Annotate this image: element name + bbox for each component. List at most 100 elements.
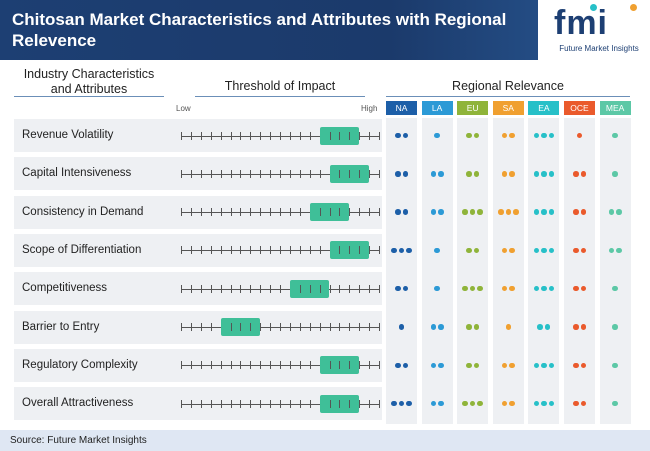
impact-tick xyxy=(240,131,242,140)
relevance-dot xyxy=(533,209,540,215)
region-column xyxy=(599,118,631,424)
impact-tick xyxy=(280,284,281,293)
relevance-dot xyxy=(398,247,405,254)
relevance-dot xyxy=(548,171,555,177)
impact-tick xyxy=(270,131,272,140)
impact-tick xyxy=(289,246,291,255)
impact-bar-tick xyxy=(349,361,351,370)
relevance-dot xyxy=(580,247,586,254)
relevance-dot xyxy=(469,400,476,407)
impact-tick xyxy=(329,284,331,293)
impact-tick xyxy=(200,208,202,217)
relevance-dot xyxy=(509,285,515,292)
impact-bar-tick xyxy=(240,323,242,331)
impact-tick xyxy=(260,284,262,293)
relevance-dot xyxy=(466,247,472,254)
region-header-ea: EA xyxy=(528,101,560,115)
relevance-dot xyxy=(434,247,440,254)
relevance-dot xyxy=(398,400,405,407)
relevance-dot xyxy=(533,285,540,292)
relevance-dots xyxy=(528,169,559,179)
logo-dot-1 xyxy=(590,4,597,11)
region-header-sa: SA xyxy=(492,101,524,115)
impact-tick xyxy=(289,361,291,370)
relevance-dot xyxy=(509,400,515,407)
relevance-dots xyxy=(493,207,524,217)
relevance-dots xyxy=(422,131,453,141)
impact-tick xyxy=(200,246,202,255)
relevance-dots xyxy=(600,169,631,179)
impact-tick xyxy=(181,323,182,331)
impact-tick xyxy=(200,131,202,140)
impact-tick xyxy=(379,169,380,178)
impact-tick xyxy=(190,399,192,408)
impact-tick xyxy=(359,361,361,370)
relevance-dot xyxy=(402,132,408,139)
impact-tick xyxy=(280,361,281,370)
impact-bar-tick xyxy=(349,399,351,408)
relevance-dots xyxy=(493,284,524,294)
relevance-dots xyxy=(493,169,524,179)
relevance-dot xyxy=(466,362,472,369)
impact-tick xyxy=(240,246,242,255)
relevance-dot xyxy=(498,209,504,215)
relevance-dot xyxy=(513,209,519,215)
relevance-dot xyxy=(505,324,512,330)
row-label: Consistency in Demand xyxy=(22,205,144,218)
region-header-oce: OCE xyxy=(564,101,595,115)
impact-bar-tick xyxy=(250,323,252,331)
region-column xyxy=(457,118,489,424)
impact-tick xyxy=(359,323,361,331)
region-column xyxy=(492,118,524,424)
relevance-dots xyxy=(600,207,631,217)
impact-tick xyxy=(200,284,202,293)
row-label: Scope of Differentiation xyxy=(22,243,142,256)
impact-tick xyxy=(270,323,272,331)
impact-tick xyxy=(190,208,192,217)
logo-mark: fmi xyxy=(554,4,608,42)
impact-tick xyxy=(230,361,232,370)
relevance-dot xyxy=(548,209,555,215)
relevance-dots xyxy=(564,131,595,141)
impact-tick xyxy=(359,284,361,293)
impact-tick xyxy=(369,284,371,293)
impact-tick xyxy=(379,399,380,408)
relevance-dot xyxy=(541,285,547,292)
relevance-dots xyxy=(457,245,488,255)
relevance-dots xyxy=(422,245,453,255)
relevance-dots xyxy=(528,207,559,217)
impact-tick xyxy=(200,399,202,408)
impact-tick xyxy=(190,131,192,140)
characteristics-heading-rule xyxy=(14,96,164,97)
impact-tick xyxy=(359,208,361,217)
row-label: Regulatory Complexity xyxy=(22,358,138,371)
impact-bar-tick xyxy=(339,131,341,140)
relevance-dots xyxy=(600,322,631,332)
impact-tick xyxy=(181,131,182,140)
relevance-dot xyxy=(541,171,547,177)
impact-tick xyxy=(299,323,301,331)
impact-bar-tick xyxy=(299,284,301,293)
impact-tick xyxy=(240,169,242,178)
relevance-dots xyxy=(493,245,524,255)
impact-bar-tick xyxy=(329,131,331,140)
relevance-dot xyxy=(576,132,583,139)
regional-heading: Regional Relevance xyxy=(452,79,564,93)
region-header-la: LA xyxy=(421,101,453,115)
relevance-dots xyxy=(457,322,488,332)
impact-tick xyxy=(181,284,182,293)
impact-bar-tick xyxy=(339,361,341,370)
relevance-dot xyxy=(580,171,586,177)
threshold-heading-rule xyxy=(195,96,365,97)
region-header-eu: EU xyxy=(457,101,489,115)
relevance-dot xyxy=(501,285,508,292)
relevance-dot xyxy=(505,209,512,215)
impact-bar xyxy=(309,203,350,222)
impact-tick xyxy=(309,361,311,370)
relevance-dot xyxy=(548,400,555,407)
impact-tick xyxy=(299,131,301,140)
relevance-dot xyxy=(537,324,543,330)
relevance-dots xyxy=(564,284,595,294)
relevance-dots xyxy=(600,360,631,370)
relevance-dot xyxy=(398,324,405,330)
